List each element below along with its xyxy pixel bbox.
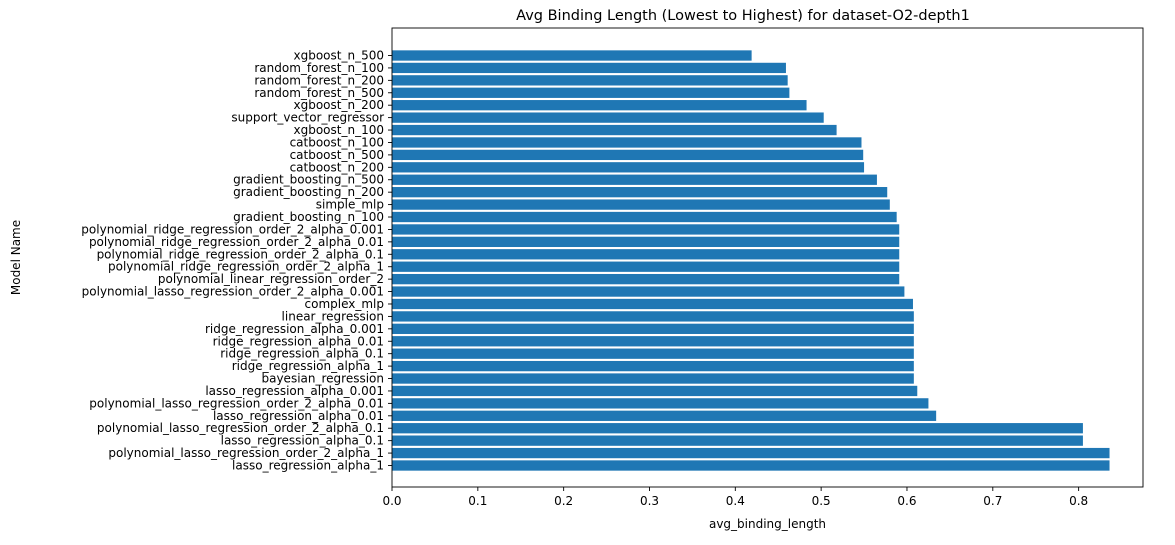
bar — [392, 50, 752, 61]
bar — [392, 435, 1083, 446]
y-tick-label: polynomial_ridge_regression_order_2_alph… — [108, 260, 384, 274]
y-tick-label: polynomial_ridge_regression_order_2_alph… — [97, 247, 384, 261]
y-tick-label: random_forest_n_100 — [254, 61, 384, 75]
y-tick-label: random_forest_n_200 — [254, 73, 384, 87]
y-tick-label: ridge_regression_alpha_0.01 — [213, 334, 384, 348]
y-tick-label: polynomial_ridge_regression_order_2_alph… — [89, 235, 384, 249]
x-tick-label: 0.1 — [468, 494, 487, 508]
bar — [392, 460, 1110, 471]
y-tick-label: polynomial_linear_regression_order_2 — [158, 272, 384, 286]
y-tick-label: ridge_regression_alpha_1 — [232, 359, 384, 373]
bar — [392, 75, 788, 86]
bar — [392, 224, 900, 235]
bar — [392, 162, 865, 173]
bar — [392, 385, 918, 397]
bar — [392, 286, 905, 297]
x-tick-labels: 0.0 0.1 0.2 0.3 0.4 0.5 0.6 0.7 0.8 — [382, 487, 1088, 508]
y-tick-label: gradient_boosting_n_100 — [233, 210, 384, 224]
x-tick-label: 0.5 — [812, 494, 831, 508]
bar — [392, 323, 914, 334]
y-tick-label: lasso_regression_alpha_0.1 — [221, 434, 384, 448]
y-tick-label: polynomial_ridge_regression_order_2_alph… — [81, 222, 384, 236]
bar — [392, 124, 837, 136]
bar — [392, 149, 864, 161]
y-tick-label: gradient_boosting_n_500 — [233, 173, 384, 187]
bar — [392, 236, 900, 248]
y-tick-label: linear_regression — [282, 309, 384, 323]
y-tick-label: lasso_regression_alpha_1 — [232, 459, 384, 473]
bar — [392, 174, 877, 185]
y-tick-label: lasso_regression_alpha_0.01 — [213, 409, 384, 423]
bar — [392, 62, 786, 74]
y-tick-label: simple_mlp — [316, 198, 384, 212]
y-tick-labels: xgboost_n_500random_forest_n_100random_f… — [81, 49, 392, 473]
x-tick-label: 0.3 — [640, 494, 659, 508]
y-axis-label: Model Name — [9, 220, 23, 295]
y-tick-label: polynomial_lasso_regression_order_2_alph… — [89, 396, 384, 410]
y-tick-label: lasso_regression_alpha_0.001 — [205, 384, 384, 398]
x-tick-label: 0.8 — [1069, 494, 1088, 508]
x-axis-label: avg_binding_length — [709, 517, 826, 531]
y-tick-label: ridge_regression_alpha_0.1 — [220, 347, 384, 361]
y-tick-label: catboost_n_500 — [290, 148, 384, 162]
x-tick-label: 0.2 — [554, 494, 573, 508]
y-tick-label: bayesian_regression — [261, 372, 384, 386]
y-tick-label: catboost_n_100 — [290, 135, 384, 149]
bar — [392, 187, 888, 198]
bar — [392, 348, 914, 359]
y-tick-label: polynomial_lasso_regression_order_2_alph… — [82, 285, 384, 299]
bar — [392, 423, 1083, 434]
bar — [392, 261, 900, 272]
y-tick-label: catboost_n_200 — [290, 160, 384, 174]
x-tick-label: 0.0 — [382, 494, 401, 508]
bar — [392, 137, 862, 148]
bar — [392, 273, 900, 285]
x-tick-label: 0.4 — [726, 494, 745, 508]
y-tick-label: gradient_boosting_n_200 — [233, 185, 384, 199]
y-tick-label: xgboost_n_100 — [294, 123, 385, 137]
y-tick-label: polynomial_lasso_regression_order_2_alph… — [108, 446, 384, 460]
y-tick-label: xgboost_n_200 — [294, 98, 385, 112]
bar — [392, 211, 897, 223]
bar — [392, 87, 790, 98]
x-tick-label: 0.7 — [983, 494, 1002, 508]
y-tick-label: complex_mlp — [305, 297, 385, 311]
bar — [392, 311, 914, 322]
plot-frame — [391, 27, 1144, 488]
bar — [392, 100, 807, 111]
x-tick-label: 0.6 — [897, 494, 916, 508]
bar — [392, 360, 914, 372]
bar — [392, 373, 914, 384]
y-tick-label: support_vector_regressor — [231, 111, 384, 125]
bar — [392, 336, 914, 347]
bar — [392, 398, 929, 409]
chart-title: Avg Binding Length (Lowest to Highest) f… — [516, 8, 970, 24]
bars-group — [392, 50, 1110, 471]
y-tick-label: ridge_regression_alpha_0.001 — [205, 322, 384, 336]
y-tick-label: xgboost_n_500 — [294, 49, 385, 63]
y-tick-label: random_forest_n_500 — [254, 86, 384, 100]
bar — [392, 199, 890, 210]
bar — [392, 249, 900, 260]
bar — [392, 410, 937, 421]
bar — [392, 112, 824, 123]
y-tick-label: polynomial_lasso_regression_order_2_alph… — [97, 421, 384, 435]
bar — [392, 298, 913, 310]
bar — [392, 447, 1110, 459]
